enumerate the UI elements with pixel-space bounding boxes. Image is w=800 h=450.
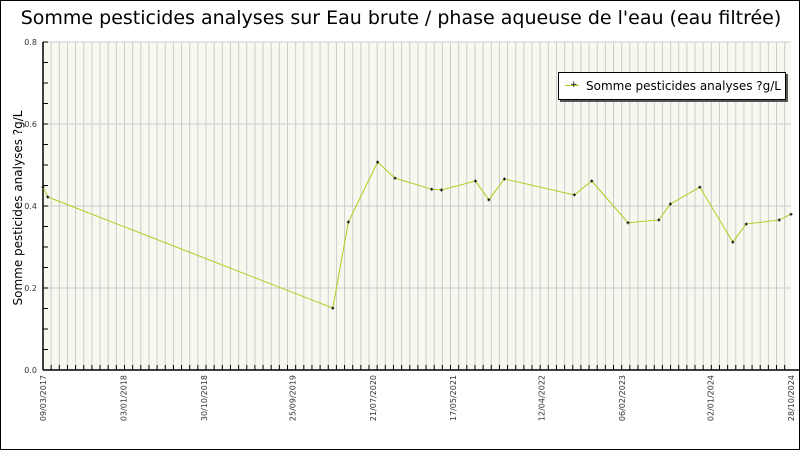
- x-tick-label: 25/09/2019: [288, 375, 297, 421]
- data-point: [777, 218, 781, 222]
- y-tick-label: 0.6: [24, 120, 37, 129]
- x-tick-label: 28/10/2024: [787, 375, 796, 421]
- x-tick-label: 12/04/2022: [538, 375, 547, 421]
- data-point: [393, 176, 397, 180]
- y-tick-label: 0.2: [24, 284, 37, 293]
- legend-marker-icon: +: [570, 80, 578, 90]
- data-point: [731, 240, 735, 244]
- data-point: [430, 187, 434, 191]
- data-point: [502, 177, 506, 181]
- data-point: [626, 221, 630, 225]
- data-point: [487, 198, 491, 202]
- x-tick-label: 03/01/2018: [119, 375, 128, 421]
- y-tick-label: 0.0: [24, 366, 37, 375]
- y-tick-label: 0.4: [24, 202, 37, 211]
- legend-line-swatch: [565, 85, 579, 86]
- x-tick-label: 30/10/2018: [200, 375, 209, 421]
- data-point: [41, 185, 45, 189]
- legend-label: Somme pesticides analyses ?g/L: [586, 79, 781, 93]
- data-point: [590, 179, 594, 183]
- data-point: [668, 202, 672, 206]
- x-tick-label: 09/03/2017: [39, 375, 48, 421]
- y-tick-label: 0.8: [24, 38, 37, 47]
- data-point: [572, 193, 576, 197]
- data-point: [744, 222, 748, 226]
- data-point: [376, 160, 380, 164]
- data-point: [789, 212, 793, 216]
- x-tick-label: 17/05/2021: [449, 375, 458, 421]
- data-point: [439, 188, 443, 192]
- data-point: [331, 306, 335, 310]
- data-point: [346, 220, 350, 224]
- x-tick-label: 02/01/2024: [707, 375, 716, 421]
- data-point: [46, 195, 50, 199]
- data-point: [473, 179, 477, 183]
- x-tick-label: 21/07/2020: [369, 375, 378, 421]
- legend: + Somme pesticides analyses ?g/L: [558, 72, 786, 100]
- data-point: [698, 185, 702, 189]
- chart-title: Somme pesticides analyses sur Eau brute …: [20, 7, 782, 29]
- x-tick-label: 06/02/2023: [618, 375, 627, 421]
- data-point: [657, 218, 661, 222]
